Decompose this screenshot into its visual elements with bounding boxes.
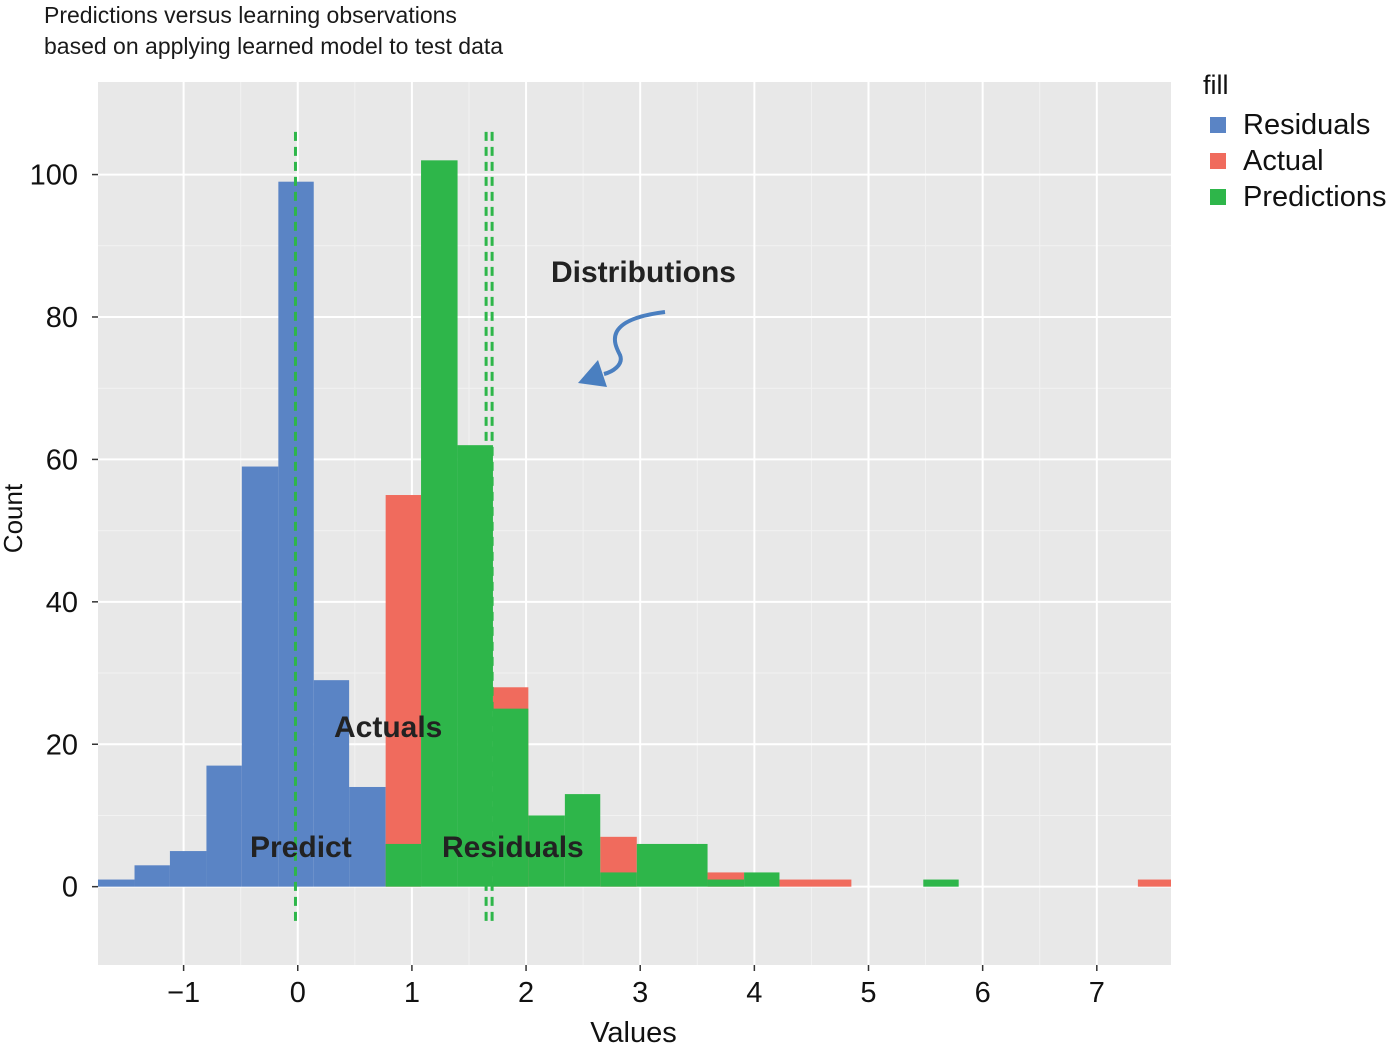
legend-label-residuals: Residuals: [1243, 108, 1371, 141]
legend-label-predictions: Predictions: [1243, 180, 1387, 213]
y-tick-label: 20: [46, 729, 78, 761]
legend-swatch-actual: [1210, 153, 1226, 169]
bar-actual: [1137, 879, 1171, 887]
bar-residuals: [169, 851, 207, 887]
bar-predictions: [636, 843, 708, 887]
bar-residuals: [349, 786, 386, 887]
bar-predictions: [528, 815, 565, 887]
legend-swatch-residuals: [1210, 117, 1226, 133]
annotation-predict: Predict: [250, 831, 352, 864]
bar-actual: [779, 879, 852, 887]
chart-subtitle: based on applying learned model to test …: [44, 33, 504, 59]
x-axis-label: Values: [590, 1017, 677, 1049]
bar-predictions: [457, 445, 493, 887]
x-axis-ticks: −1 0 1 2 3 4 5 6 7: [167, 965, 1105, 1009]
y-tick-label: 60: [46, 444, 78, 476]
annotation-actuals: Actuals: [334, 711, 442, 744]
bar-predictions: [564, 794, 601, 887]
legend-label-actual: Actual: [1243, 144, 1324, 177]
bar-predictions: [744, 872, 780, 887]
annotation-arrow: [603, 310, 666, 376]
bar-residuals: [134, 865, 170, 887]
legend-item-predictions: Predictions: [1203, 179, 1386, 215]
x-tick-label: 1: [404, 977, 420, 1009]
x-tick-label: 6: [975, 977, 991, 1009]
y-tick-label: 100: [30, 160, 78, 192]
bar-predictions: [707, 879, 745, 887]
chart-title: Predictions versus learning observations: [44, 2, 457, 28]
legend-title: fill: [1203, 70, 1229, 100]
bar-predictions: [385, 843, 422, 887]
bar-predictions: [600, 872, 637, 887]
bar-predictions: [421, 160, 458, 887]
x-tick-label: 0: [290, 977, 306, 1009]
x-tick-label: 4: [746, 977, 762, 1009]
reference-lines: [293, 131, 494, 926]
y-tick-label: 40: [46, 587, 78, 619]
y-axis-label: Count: [0, 483, 28, 553]
y-tick-label: 0: [62, 872, 78, 904]
bar-residuals: [206, 765, 242, 887]
bar-residuals: [98, 879, 135, 887]
x-tick-label: −1: [167, 977, 200, 1009]
annotation-arrowhead: [578, 360, 607, 387]
y-tick-label: 80: [46, 302, 78, 334]
bar-residuals: [313, 680, 350, 887]
x-tick-label: 3: [632, 977, 648, 1009]
legend: fill Residuals Actual Predictions: [1203, 70, 1386, 215]
annotation-residuals: Residuals: [442, 831, 584, 864]
bar-predictions: [492, 708, 529, 887]
histogram-bars: [98, 160, 1171, 887]
annotations: Distributions Actuals Predict Residuals: [250, 256, 736, 864]
y-axis-ticks: 0 20 40 60 80 100: [30, 160, 98, 904]
legend-item-actual: Actual: [1203, 143, 1386, 179]
bar-actual: [385, 495, 422, 887]
x-tick-label: 2: [518, 977, 534, 1009]
bar-residuals: [241, 466, 279, 887]
x-tick-label: 7: [1089, 977, 1105, 1009]
annotation-distributions: Distributions: [551, 256, 736, 289]
legend-swatch-predictions: [1210, 189, 1226, 205]
bar-predictions: [923, 879, 959, 887]
x-tick-label: 5: [860, 977, 876, 1009]
legend-item-residuals: Residuals: [1203, 107, 1386, 143]
